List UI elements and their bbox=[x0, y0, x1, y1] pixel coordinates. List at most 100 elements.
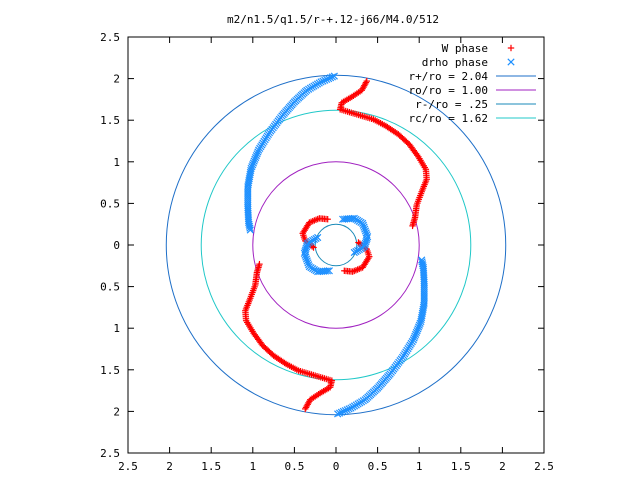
x-tick-label: 2.5 bbox=[118, 460, 138, 473]
data-point-symmetric bbox=[256, 260, 263, 268]
data-point-symmetric bbox=[304, 259, 312, 267]
data-point bbox=[358, 219, 367, 227]
cross-marker-b bbox=[358, 219, 367, 227]
cross-marker-b bbox=[252, 153, 260, 162]
data-point-symmetric bbox=[337, 408, 346, 416]
cross-marker-b bbox=[323, 75, 331, 84]
cross-marker-b bbox=[360, 223, 368, 231]
cross-marker-b bbox=[249, 159, 258, 167]
data-point bbox=[254, 146, 263, 154]
data-point-symmetric bbox=[345, 405, 353, 413]
cross-marker-b bbox=[316, 267, 324, 276]
cross-marker-b bbox=[411, 330, 420, 338]
cross-marker-b bbox=[350, 248, 358, 257]
data-point bbox=[252, 153, 260, 162]
data-point bbox=[330, 72, 338, 80]
cross-marker-b bbox=[361, 227, 370, 235]
axis-ticks: 2.5 2 1.5 1 0.5 0 0.5 1 1.5 2 2.52.521.510.500.511… bbox=[100, 31, 554, 473]
data-point-symmetric bbox=[302, 255, 311, 263]
cross-marker-b bbox=[361, 225, 369, 233]
cross-marker-b bbox=[252, 152, 261, 160]
reference-circle-3 bbox=[314, 223, 358, 267]
cross-marker-b bbox=[314, 233, 322, 242]
data-point bbox=[253, 150, 261, 158]
cross-marker-b bbox=[321, 76, 329, 84]
cross-marker-b bbox=[418, 258, 426, 266]
reference-circle-2 bbox=[252, 161, 420, 329]
cross-marker-b bbox=[246, 226, 254, 234]
cross-marker-b bbox=[410, 334, 418, 342]
x-tick-label: 1.5 bbox=[451, 460, 471, 473]
cross-marker-b bbox=[305, 261, 313, 269]
y-tick-label: 0 bbox=[113, 239, 120, 252]
cross-marker-b bbox=[507, 58, 515, 66]
data-point bbox=[254, 148, 262, 156]
legend-marker bbox=[507, 58, 515, 66]
cross-marker-b bbox=[418, 256, 426, 264]
reference-circle-1 bbox=[165, 74, 507, 416]
cross-marker-b bbox=[359, 221, 367, 229]
data-point bbox=[246, 224, 254, 232]
y-tick-label: 2.5 bbox=[100, 447, 120, 460]
cross-marker-b bbox=[301, 251, 309, 259]
cross-marker-b bbox=[325, 74, 333, 83]
cross-marker-b bbox=[251, 155, 259, 163]
y-tick-label: 1 bbox=[113, 322, 120, 335]
data-point-symmetric bbox=[314, 233, 322, 242]
cross-marker-b bbox=[409, 336, 418, 344]
cross-marker-b bbox=[304, 259, 312, 267]
cross-marker-b bbox=[335, 409, 344, 417]
data-point bbox=[310, 244, 317, 251]
data-point bbox=[250, 157, 258, 165]
cross-marker-b bbox=[412, 328, 420, 337]
cross-marker-b bbox=[303, 257, 311, 265]
data-point-symmetric bbox=[305, 263, 314, 271]
data-point bbox=[361, 227, 370, 235]
cross-marker-b bbox=[411, 332, 419, 340]
cross-marker-b bbox=[345, 405, 353, 413]
data-point-symmetric bbox=[418, 256, 426, 264]
cross-marker-b bbox=[330, 72, 338, 80]
data-point bbox=[249, 161, 257, 169]
x-tick-label: 1 bbox=[249, 460, 256, 473]
cross-marker-b bbox=[339, 407, 347, 416]
x-tick-label: 2 bbox=[499, 460, 506, 473]
cross-marker-b bbox=[363, 231, 371, 239]
data-point-symmetric bbox=[335, 409, 344, 417]
data-point-symmetric bbox=[343, 406, 351, 414]
cross-marker-b bbox=[246, 224, 254, 232]
legend-label: r+/ro = 2.04 bbox=[409, 70, 489, 83]
cross-marker-b bbox=[319, 77, 327, 85]
cross-marker-b bbox=[245, 220, 253, 229]
data-point bbox=[360, 223, 368, 231]
data-point bbox=[321, 76, 329, 84]
data-point-symmetric bbox=[303, 257, 311, 265]
legend-label: drho phase bbox=[422, 56, 488, 69]
data-point-symmetric bbox=[413, 327, 421, 335]
data-point-symmetric bbox=[355, 239, 362, 246]
data-point bbox=[326, 74, 335, 82]
cross-marker-b bbox=[414, 323, 423, 331]
data-point-symmetric bbox=[411, 330, 420, 338]
cross-marker-b bbox=[249, 161, 257, 169]
y-tick-label: 2.5 bbox=[100, 31, 120, 44]
legend-label: W phase bbox=[442, 42, 488, 55]
y-tick-label: 0.5 bbox=[100, 197, 120, 210]
cross-marker-b bbox=[419, 261, 427, 270]
data-point-symmetric bbox=[411, 332, 419, 340]
series-w-phase bbox=[242, 77, 430, 413]
data-point bbox=[252, 152, 261, 160]
y-tick-label: 1.5 bbox=[100, 364, 120, 377]
legend-label: r-/ro = .25 bbox=[415, 98, 488, 111]
cross-marker-b bbox=[337, 408, 346, 416]
cross-marker-b bbox=[244, 217, 253, 225]
y-tick-label: 0.5 bbox=[100, 281, 120, 294]
data-point bbox=[319, 77, 327, 85]
data-point-symmetric bbox=[339, 407, 347, 416]
x-tick-label: 2 bbox=[166, 460, 173, 473]
cross-marker-b bbox=[419, 263, 427, 272]
cross-marker-b bbox=[326, 74, 335, 82]
data-point-symmetric bbox=[305, 261, 313, 269]
x-tick-label: 2.5 bbox=[534, 460, 554, 473]
cross-marker-b bbox=[302, 255, 311, 263]
